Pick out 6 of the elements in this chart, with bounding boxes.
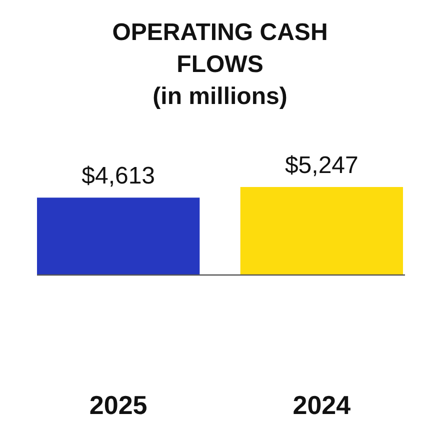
data-label: $4,613 xyxy=(82,162,156,190)
data-label: $5,247 xyxy=(284,152,358,179)
x-tick-label: 2025 xyxy=(89,390,148,420)
chart-title: OPERATING CASH FLOWS xyxy=(112,19,328,78)
x-tick-label: 2024 xyxy=(292,390,352,420)
chart-subtitle: (in millions) xyxy=(152,83,288,110)
